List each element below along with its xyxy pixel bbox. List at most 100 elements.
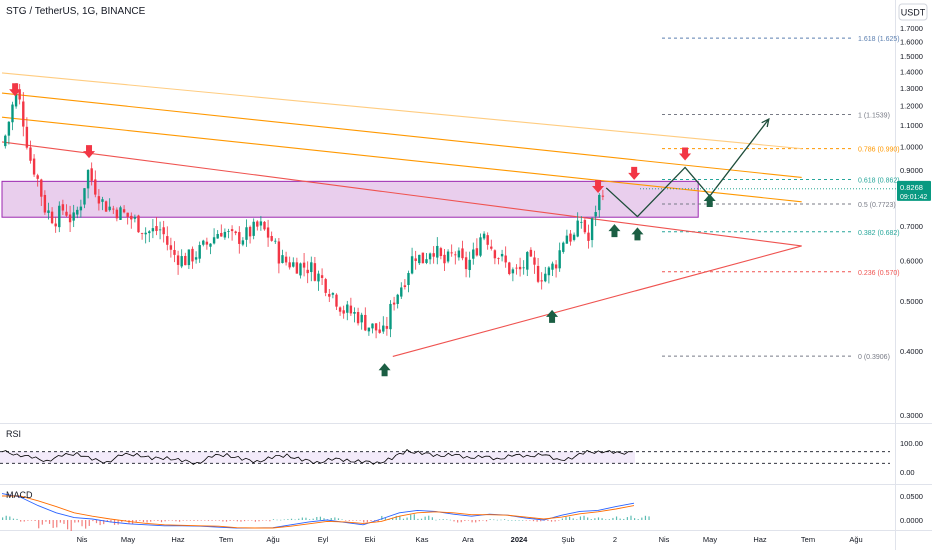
macd-histogram-bar	[323, 518, 325, 520]
candle-body	[284, 256, 288, 263]
macd-histogram-bar	[619, 518, 621, 520]
macd-histogram-bar	[121, 520, 123, 523]
macd-histogram-bar	[308, 519, 311, 520]
macd-histogram-bar	[626, 517, 628, 520]
candle-body	[18, 89, 21, 100]
macd-histogram-bar	[334, 517, 336, 520]
candle-body	[86, 170, 90, 189]
macd-histogram-bar	[222, 520, 224, 522]
candle-body	[533, 257, 536, 265]
rsi-title: RSI	[6, 429, 21, 439]
fib-label: 1.618 (1.625)	[858, 36, 900, 43]
candle-body	[130, 215, 133, 220]
macd-histogram-bar	[605, 519, 607, 520]
candle-body	[220, 232, 223, 237]
channel-line	[1, 72, 802, 150]
candle-body	[436, 245, 439, 258]
price-tag-value: 0.8268	[900, 183, 923, 192]
candle-body	[558, 250, 561, 269]
macd-histogram-bar	[48, 520, 51, 524]
candle-body	[457, 250, 461, 258]
macd-histogram-bar	[572, 518, 574, 520]
candle-body	[511, 269, 515, 274]
macd-histogram-bar	[12, 518, 15, 520]
candle-body	[202, 240, 205, 245]
macd-histogram-bar	[449, 519, 452, 521]
candle-body	[583, 220, 587, 233]
candle-body	[562, 242, 565, 252]
macd-title: MACD	[6, 490, 33, 500]
candle-body	[320, 275, 324, 278]
candle-body	[346, 304, 349, 313]
rsi-pane: 100.00 0.00	[0, 439, 923, 477]
macd-histogram-bar	[211, 520, 213, 521]
channel-lines	[1, 72, 802, 357]
channel-line	[1, 141, 802, 247]
macd-histogram-bar	[189, 520, 191, 521]
candle-body	[115, 209, 119, 219]
macd-histogram-bar	[464, 520, 466, 521]
candle-body	[241, 240, 245, 245]
candle-body	[353, 311, 356, 314]
candle-body	[187, 249, 191, 266]
macd-histogram-bar	[417, 518, 419, 520]
candle-body	[526, 252, 529, 270]
candle-body	[277, 241, 281, 264]
symbol-title: STG / TetherUS, 1G, BINANCE	[6, 6, 146, 17]
macd-histogram-bar	[16, 518, 18, 520]
currency-button[interactable]	[898, 3, 928, 21]
macd-histogram-bar	[377, 520, 379, 522]
candle-body	[50, 211, 54, 224]
macd-histogram-bar	[139, 520, 141, 521]
macd-histogram-bar	[507, 520, 509, 521]
candle-body	[94, 179, 97, 195]
candle-body	[421, 252, 425, 264]
candle-body	[259, 221, 263, 226]
candle-body	[461, 248, 464, 259]
candle-body	[227, 231, 230, 232]
macd-histogram-bar	[254, 520, 256, 522]
price-axis[interactable]: 1.7000 1.6000 1.5000 1.4000 1.3000 1.2000 1.10…	[900, 24, 923, 420]
macd-histogram-bar	[146, 520, 148, 523]
macd-histogram-bar	[597, 517, 600, 520]
macd-histogram-bar	[272, 519, 275, 520]
price-tick-label: 0.5000	[900, 297, 923, 306]
macd-histogram-bar	[34, 520, 36, 521]
candle-body	[598, 194, 601, 211]
projection-line	[605, 118, 770, 218]
macd-histogram-bar	[67, 520, 69, 530]
candle-body	[547, 267, 551, 276]
candle-body	[40, 179, 43, 197]
candle-body	[331, 293, 335, 295]
candle-body	[432, 253, 435, 257]
macd-histogram-bar	[579, 516, 582, 520]
candle-body	[266, 227, 270, 238]
macd-histogram-bar	[38, 520, 40, 529]
macd-histogram-bar	[164, 520, 166, 522]
signal-arrows	[9, 83, 716, 377]
time-axis[interactable]: Nis May Haz Tem Ağu Eyl Eki Kas Ara 2024 Şub 2 Nis Ma…	[77, 535, 863, 544]
candle-body	[497, 258, 500, 260]
candle-body	[216, 234, 219, 239]
rsi-band	[0, 451, 635, 464]
candle-body	[212, 237, 216, 244]
candle-body	[313, 263, 317, 281]
candle-body	[472, 249, 475, 259]
macd-histogram-bar	[608, 519, 610, 520]
macd-histogram-bar	[345, 520, 347, 521]
candle-body	[317, 273, 320, 282]
macd-histogram-bar	[204, 520, 206, 521]
candle-body	[108, 206, 111, 211]
candle-body	[22, 101, 25, 127]
candle-body	[281, 255, 284, 263]
price-tick-label: 1.3000	[900, 84, 923, 93]
macd-histogram-bar	[74, 520, 76, 523]
candle-body	[25, 126, 29, 148]
macd-histogram-bar	[457, 520, 459, 523]
macd-histogram-bar	[168, 520, 170, 521]
macd-histogram-bar	[500, 519, 502, 521]
macd-histogram-bar	[171, 520, 173, 521]
candle-body	[439, 248, 443, 257]
macd-histogram-bar	[630, 515, 632, 520]
